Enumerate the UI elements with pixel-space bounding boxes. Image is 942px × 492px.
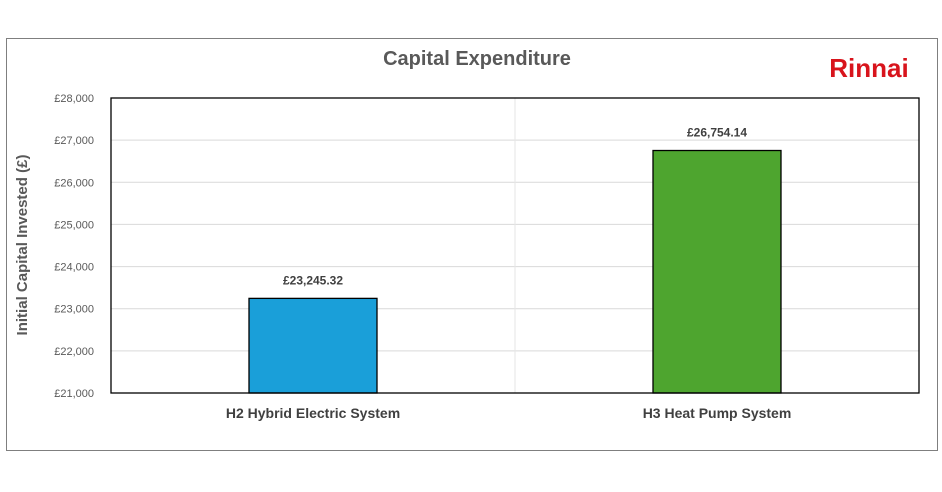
y-tick-label: £27,000 [54, 135, 94, 147]
bar-1 [248, 297, 378, 394]
axis-labels: £21,000 £22,000 £23,000 £24,000 £25,000 £26,0… [54, 93, 791, 421]
y-tick-label: £22,000 [54, 346, 94, 358]
y-tick-label: £25,000 [54, 219, 94, 231]
chart-frame [6, 38, 938, 451]
plot-area-border [110, 97, 920, 394]
gridlines [111, 97, 919, 394]
rinnai-logo: Rinnai [829, 53, 908, 83]
y-tick-label: £26,000 [54, 177, 94, 189]
x-category-label: H3 Heat Pump System [643, 405, 792, 421]
y-axis-label: Initial Capital Invested (£) [14, 155, 31, 336]
data-label: £23,245.32 [283, 273, 343, 287]
y-tick-label: £24,000 [54, 262, 94, 274]
data-label: £26,754.14 [687, 126, 747, 140]
x-category-label: H2 Hybrid Electric System [226, 405, 400, 421]
y-tick-label: £21,000 [54, 388, 94, 400]
y-tick-label: £28,000 [54, 93, 94, 105]
y-tick-label: £23,000 [54, 304, 94, 316]
chart-title: Capital Expenditure [383, 48, 571, 70]
bars [248, 149, 782, 394]
bar-2 [652, 149, 782, 394]
